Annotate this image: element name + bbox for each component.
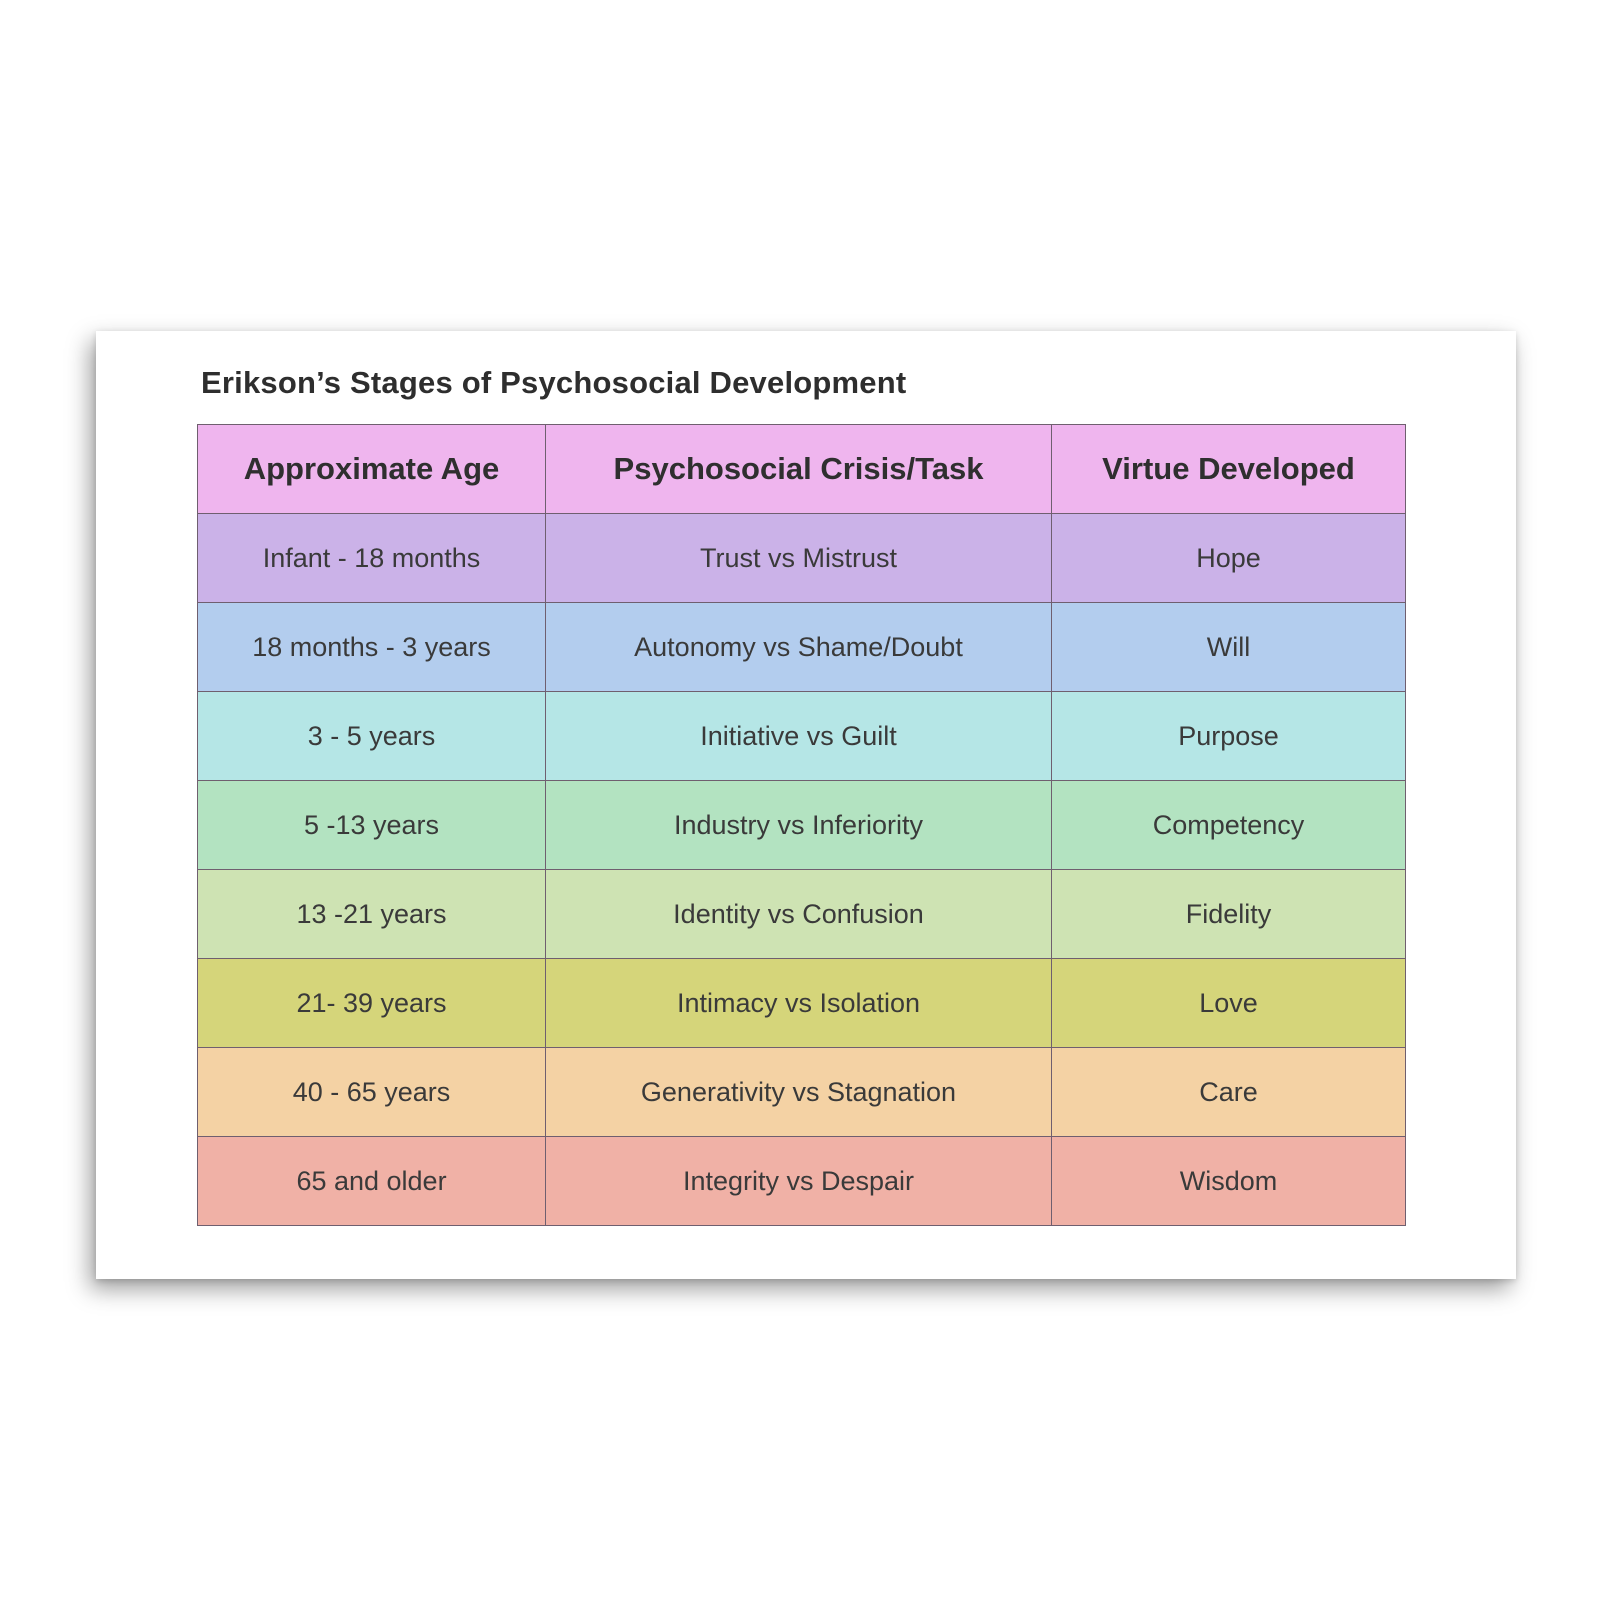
table-row: 3 - 5 years Initiative vs Guilt Purpose xyxy=(197,691,1406,781)
chart-card: Erikson’s Stages of Psychosocial Develop… xyxy=(96,331,1516,1279)
crisis-cell: Initiative vs Guilt xyxy=(545,691,1052,781)
table-row: 21- 39 years Intimacy vs Isolation Love xyxy=(197,958,1406,1048)
table-row: 65 and older Integrity vs Despair Wisdom xyxy=(197,1136,1406,1226)
crisis-cell: Intimacy vs Isolation xyxy=(545,958,1052,1048)
table-row: 5 -13 years Industry vs Inferiority Compet… xyxy=(197,780,1406,870)
header-psychosocial-crisis: Psychosocial Crisis/Task xyxy=(545,424,1052,514)
table-row: 40 - 65 years Generativity vs Stagnation C… xyxy=(197,1047,1406,1137)
crisis-cell: Autonomy vs Shame/Doubt xyxy=(545,602,1052,692)
age-cell: Infant - 18 months xyxy=(197,513,546,603)
crisis-cell: Identity vs Confusion xyxy=(545,869,1052,959)
age-cell: 3 - 5 years xyxy=(197,691,546,781)
virtue-cell: Love xyxy=(1051,958,1406,1048)
crisis-cell: Trust vs Mistrust xyxy=(545,513,1052,603)
table-row: 13 -21 years Identity vs Confusion Fidelit… xyxy=(197,869,1406,959)
table-title: Erikson’s Stages of Psychosocial Develop… xyxy=(201,365,907,400)
age-cell: 18 months - 3 years xyxy=(197,602,546,692)
header-row: Approximate Age Psychosocial Crisis/Task… xyxy=(197,424,1406,514)
crisis-cell: Integrity vs Despair xyxy=(545,1136,1052,1226)
virtue-cell: Fidelity xyxy=(1051,869,1406,959)
header-approximate-age: Approximate Age xyxy=(197,424,546,514)
crisis-cell: Generativity vs Stagnation xyxy=(545,1047,1052,1137)
age-cell: 5 -13 years xyxy=(197,780,546,870)
age-cell: 65 and older xyxy=(197,1136,546,1226)
crisis-cell: Industry vs Inferiority xyxy=(545,780,1052,870)
virtue-cell: Will xyxy=(1051,602,1406,692)
table-row: 18 months - 3 years Autonomy vs Shame/Dou… xyxy=(197,602,1406,692)
virtue-cell: Competency xyxy=(1051,780,1406,870)
table-row: Infant - 18 months Trust vs Mistrust Hope xyxy=(197,513,1406,603)
erikson-stages-table: Approximate Age Psychosocial Crisis/Task… xyxy=(197,424,1406,1226)
virtue-cell: Hope xyxy=(1051,513,1406,603)
age-cell: 40 - 65 years xyxy=(197,1047,546,1137)
age-cell: 13 -21 years xyxy=(197,869,546,959)
virtue-cell: Care xyxy=(1051,1047,1406,1137)
header-virtue-developed: Virtue Developed xyxy=(1051,424,1406,514)
age-cell: 21- 39 years xyxy=(197,958,546,1048)
virtue-cell: Purpose xyxy=(1051,691,1406,781)
virtue-cell: Wisdom xyxy=(1051,1136,1406,1226)
